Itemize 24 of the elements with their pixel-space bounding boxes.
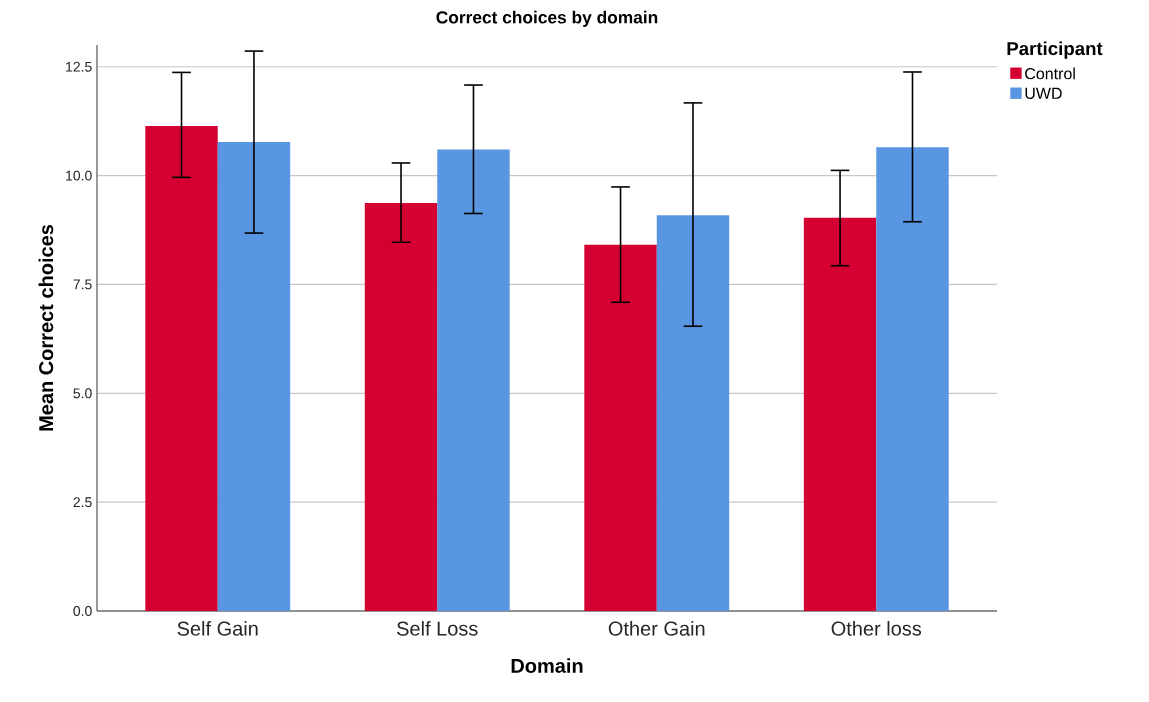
y-axis-title: Mean Correct choices xyxy=(38,224,54,431)
y-tick-label: 2.5 xyxy=(73,497,92,508)
x-tick-label: Other Gain xyxy=(608,621,705,636)
y-tick-label: 0.0 xyxy=(73,606,92,616)
legend-title: Participant xyxy=(1007,41,1103,59)
bar xyxy=(584,244,657,611)
y-tick-label: 7.5 xyxy=(73,279,92,290)
x-axis-title: Domain xyxy=(511,658,583,673)
chart-title: Correct choices by domain xyxy=(436,10,658,27)
y-tick-label: 10.0 xyxy=(66,170,92,181)
bar xyxy=(803,217,877,611)
legend-label: UWD xyxy=(1025,87,1062,99)
legend-label: Control xyxy=(1025,67,1075,80)
y-tick-label: 12.5 xyxy=(66,61,92,72)
x-tick-label: Self Loss xyxy=(397,621,478,636)
bar xyxy=(876,147,949,611)
bar xyxy=(656,215,730,611)
x-tick-label: Self Gain xyxy=(177,621,258,636)
bar xyxy=(217,142,291,611)
x-tick-label: Other loss xyxy=(831,621,922,636)
bar xyxy=(437,149,510,611)
bar xyxy=(364,203,438,611)
bar xyxy=(145,125,218,611)
y-tick-label: 5.0 xyxy=(73,388,92,399)
